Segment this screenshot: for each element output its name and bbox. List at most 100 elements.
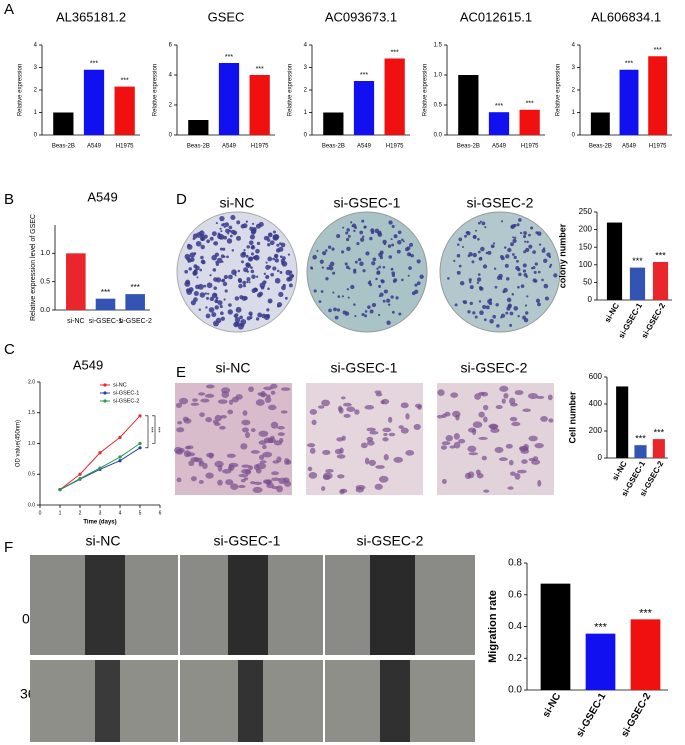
- colony: [525, 275, 529, 278]
- colony: [252, 227, 257, 232]
- colony: [237, 277, 243, 283]
- colony: [214, 305, 219, 310]
- colony: [249, 234, 255, 240]
- colony: [479, 220, 482, 223]
- cell: [445, 435, 453, 442]
- cell: [217, 464, 223, 472]
- chart-title: AL606834.1: [591, 9, 661, 24]
- colony: [200, 238, 204, 242]
- x-tick-label: H1975: [116, 144, 134, 150]
- colony: [184, 253, 191, 260]
- cell: [309, 447, 316, 454]
- colony: [525, 247, 530, 253]
- colony: [201, 236, 204, 239]
- cell: [250, 450, 260, 454]
- cell: [378, 475, 389, 483]
- colony: [350, 284, 355, 290]
- colony: [386, 298, 391, 303]
- point: [118, 455, 122, 459]
- cell: [220, 415, 227, 419]
- cell: [336, 454, 346, 459]
- colony: [523, 250, 527, 254]
- y-tick-label: 0: [588, 295, 593, 304]
- cell: [467, 445, 477, 453]
- cell: [258, 430, 269, 437]
- cell: [278, 477, 287, 485]
- point: [58, 488, 62, 492]
- cell: [308, 471, 318, 479]
- colony: [215, 299, 218, 303]
- wound-gap: [95, 660, 120, 742]
- colony: [506, 277, 510, 281]
- colony: [272, 234, 279, 241]
- colony: [364, 310, 368, 313]
- colony: [513, 306, 519, 311]
- colony: [203, 284, 207, 288]
- cell: [528, 392, 538, 400]
- colony: [504, 263, 509, 268]
- cell: [228, 399, 234, 405]
- colony: [353, 303, 356, 306]
- colony: [267, 243, 271, 247]
- cell: [442, 413, 447, 419]
- colony: [213, 293, 218, 297]
- cell: [175, 402, 183, 408]
- wound-gap: [380, 660, 410, 742]
- x-tick-label: H1975: [521, 144, 539, 150]
- colony: [346, 246, 351, 252]
- x-tick-label: si-GSEC-1: [574, 691, 608, 739]
- colony: [363, 225, 367, 229]
- y-tick-label: 2.0: [28, 379, 35, 385]
- colony: [469, 301, 473, 306]
- y-tick-label: 0.0: [28, 502, 35, 508]
- colony: [279, 255, 283, 259]
- y-axis-label: Migration rate: [487, 590, 499, 663]
- colony: [206, 296, 209, 300]
- colony: [219, 215, 225, 222]
- colony: [494, 285, 498, 289]
- colony: [209, 296, 215, 302]
- colony: [503, 287, 508, 293]
- cell: [478, 436, 488, 440]
- colony: [482, 304, 487, 310]
- colony: [310, 266, 313, 270]
- colony: [279, 242, 282, 245]
- colony: [240, 319, 247, 325]
- bar: [114, 86, 135, 135]
- point: [78, 472, 82, 476]
- significance: ***: [654, 427, 665, 437]
- colony: [513, 255, 517, 260]
- cell: [277, 426, 285, 430]
- colony: [328, 265, 334, 271]
- colony: [346, 288, 350, 291]
- colony: [253, 255, 258, 260]
- cell: [467, 471, 475, 479]
- colony: [289, 273, 294, 279]
- colony: [250, 252, 255, 256]
- colony: [195, 284, 200, 290]
- colony: [246, 270, 250, 273]
- colony: [353, 270, 357, 274]
- cell: [238, 484, 246, 489]
- colony: [382, 239, 387, 245]
- cell: [221, 391, 230, 399]
- colony: [406, 246, 411, 251]
- cell: [478, 411, 485, 418]
- colony: [479, 286, 484, 291]
- bar: [629, 267, 646, 300]
- cell: [489, 424, 498, 430]
- colony: [369, 236, 373, 241]
- colony: [361, 235, 365, 238]
- colony: [516, 259, 519, 263]
- colony: [458, 237, 463, 242]
- cell: [205, 417, 213, 423]
- cell: [366, 427, 376, 432]
- y-tick-label: 0.0: [434, 133, 443, 139]
- colony: [254, 288, 258, 292]
- colony: [459, 280, 465, 286]
- colony: [390, 267, 394, 271]
- colony: [200, 259, 206, 264]
- bar: [488, 112, 510, 135]
- colony: [285, 269, 291, 276]
- cell: [208, 452, 214, 459]
